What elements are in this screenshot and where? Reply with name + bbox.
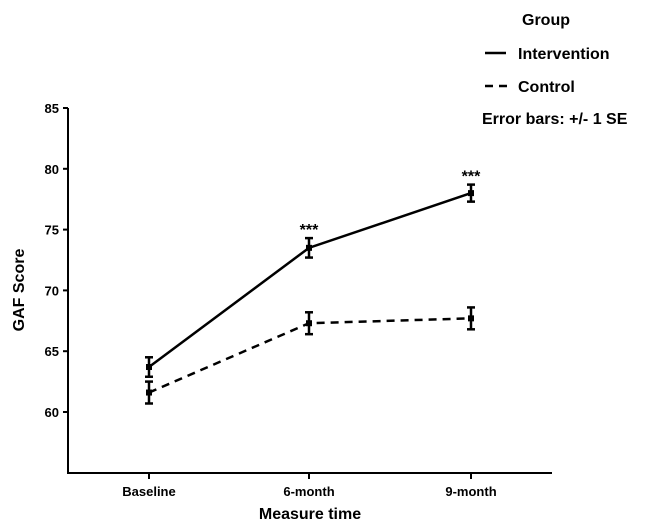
- y-tick-label-80: 80: [45, 162, 59, 177]
- data-point-intervention-9-month: [468, 190, 474, 197]
- x-tick-label-9-month: 9-month: [445, 484, 496, 499]
- annotation-layer: *** ***: [300, 169, 481, 240]
- data-point-control-Baseline: [146, 389, 152, 396]
- y-tick-label-85: 85: [45, 101, 59, 116]
- y-axis-title: GAF Score: [11, 249, 28, 332]
- series-line-intervention: [148, 191, 472, 369]
- y-tick-label-65: 65: [45, 344, 59, 359]
- significance-annotation-6-month: ***: [300, 222, 319, 239]
- significance-annotation-9-month: ***: [462, 169, 481, 186]
- legend-label-intervention: Intervention: [518, 46, 610, 63]
- y-tick-label-60: 60: [45, 405, 59, 420]
- legend: Group Intervention Control Error bars: +…: [482, 12, 628, 128]
- legend-title: Group: [522, 12, 570, 29]
- data-point-control-9-month: [468, 315, 474, 322]
- data-point-intervention-6-month: [306, 244, 312, 251]
- axes: [67, 108, 552, 474]
- x-tick-label-6-month: 6-month: [283, 484, 334, 499]
- y-tick-label-70: 70: [45, 283, 59, 298]
- data-point-intervention-Baseline: [146, 364, 152, 371]
- series-layer: [145, 183, 475, 405]
- data-point-control-6-month: [306, 320, 312, 327]
- x-tick-label-Baseline: Baseline: [122, 484, 175, 499]
- x-ticks: Baseline 6-month 9-month: [122, 473, 497, 499]
- legend-note: Error bars: +/- 1 SE: [482, 111, 628, 128]
- y-ticks: 60 65 70 75 80 85: [45, 101, 68, 420]
- y-tick-label-75: 75: [45, 223, 59, 238]
- x-axis-title: Measure time: [259, 506, 361, 523]
- legend-label-control: Control: [518, 79, 575, 96]
